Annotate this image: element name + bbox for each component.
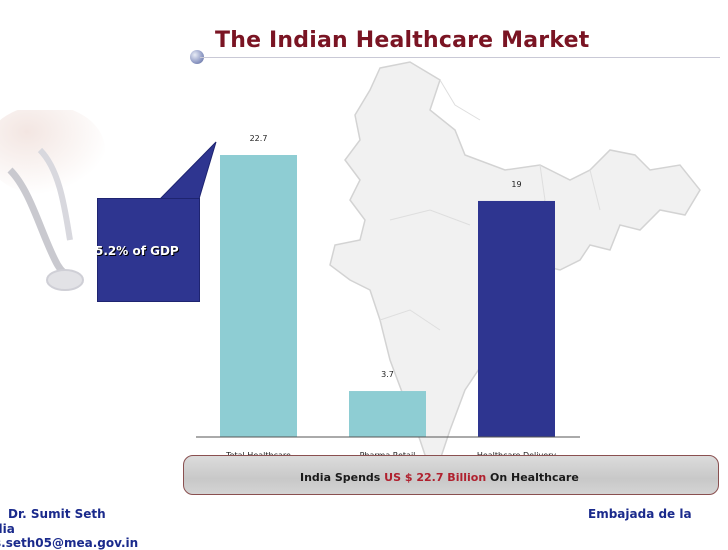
spending-summary: India Spends US $ 22.7 Billion On Health… [300, 471, 579, 484]
value-label-2: 3.7 [381, 370, 394, 379]
embassy-line-1: Embajada de la [588, 507, 692, 521]
spending-prefix: India Spends [300, 471, 385, 484]
title-divider [200, 57, 720, 58]
title-bullet-icon [190, 50, 204, 64]
gdp-callout-box [97, 198, 200, 302]
presenter-email: s.seth05@mea.gov.in [0, 536, 139, 550]
bars-group [220, 155, 555, 437]
slide-title: The Indian Healthcare Market [215, 28, 590, 53]
value-labels-group: 22.7 3.7 19 [250, 134, 522, 379]
spending-summary-box [183, 455, 719, 495]
value-label-3: 19 [511, 180, 521, 189]
callout-pointer [158, 141, 217, 200]
spending-amount: US $ 22.7 Billion [384, 471, 487, 484]
stethoscope-photo [0, 110, 105, 291]
spending-suffix: On Healthcare [486, 471, 579, 484]
value-label-1: 22.7 [250, 134, 268, 143]
bar-1 [220, 155, 297, 437]
bar-3 [478, 200, 555, 437]
presenter-name: Dr. Sumit Seth [8, 507, 106, 521]
embassy-line-2: dia [0, 522, 15, 536]
callout-pointer-shape [158, 141, 217, 200]
gdp-callout-label: 5.2% of GDP [95, 244, 179, 258]
bar-2 [349, 391, 426, 437]
